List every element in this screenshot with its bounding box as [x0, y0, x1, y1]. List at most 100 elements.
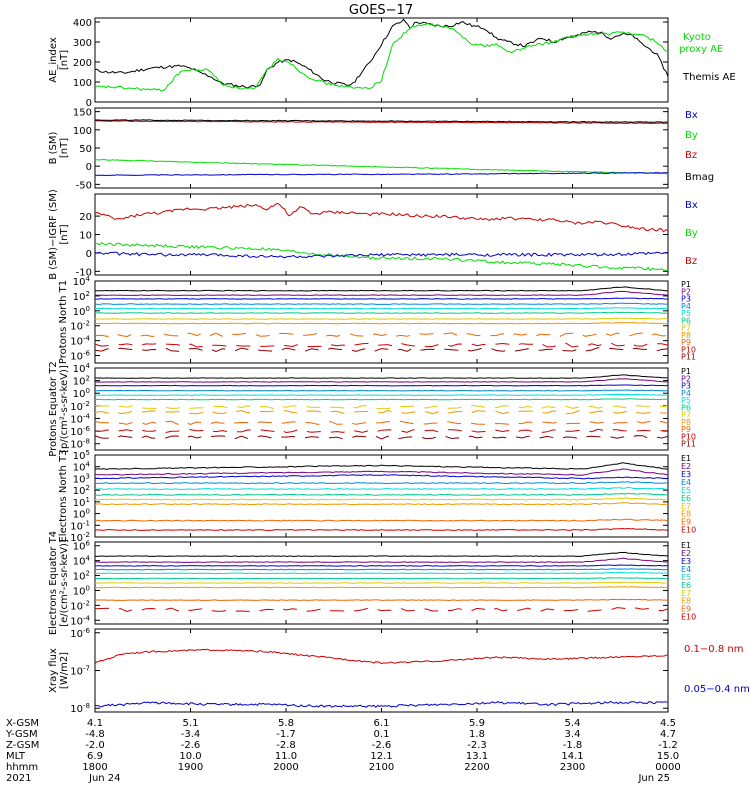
- electrons_t3-series-e9: [94, 518, 669, 522]
- ae-ytick-label: 400: [73, 18, 92, 29]
- protons_t2-legend-p1: P1: [681, 367, 691, 376]
- ephem-cell: 5.1: [183, 718, 199, 729]
- electrons_t3-ytick-label: 102: [73, 484, 90, 497]
- protons_t1-legend-p6: P6: [681, 316, 691, 325]
- protons_t1-series-p8: [94, 322, 669, 325]
- xray-series-short: [94, 700, 669, 709]
- xray-ylabel: Xray flux[W/m2]: [48, 648, 70, 693]
- electrons_t4-ytick-label: 100: [73, 584, 90, 597]
- ae-series-themis-ae: [94, 18, 669, 89]
- ephem-cell: 2200: [464, 762, 489, 773]
- protons_t1-series-p1: [94, 286, 669, 292]
- xray-series-long: [94, 648, 668, 665]
- ephem-cell: -1.2: [658, 740, 678, 751]
- electrons_t3-series-e7: [94, 497, 669, 501]
- bigrf-ylabel: B (SM)−IGRF (SM)[nT]: [48, 189, 70, 280]
- electrons_t4-ylabel: Electrons Equator T4[e/(cm²-s-sr-keV)]: [48, 531, 70, 635]
- ephem-cell: Jun 25: [637, 773, 670, 784]
- protons_t1-series-p3: [95, 297, 669, 300]
- ephem-cell: -1.8: [563, 740, 583, 751]
- ephem-cell: 1900: [178, 762, 203, 773]
- protons_t2-series-p9: [94, 420, 669, 425]
- electrons_t3-legend-e9: E9: [681, 518, 691, 527]
- electrons_t4-legend-e4: E4: [681, 565, 691, 574]
- ephem-cell: 0000: [655, 762, 680, 773]
- electrons_t3-series-e3: [94, 474, 668, 480]
- protons_t2-legend-p4: P4: [681, 389, 691, 398]
- ephem-cell: -2.0: [85, 740, 105, 751]
- electrons_t4-series-e7: [95, 581, 668, 584]
- bigrf-ytick-label: 10: [79, 231, 92, 242]
- bsm-ytick-label: 0: [86, 162, 92, 173]
- electrons_t3-legend-e1: E1: [681, 454, 691, 463]
- protons_t1-series-p5: [94, 307, 669, 310]
- electrons_t4-series-e8: [94, 586, 669, 589]
- bigrf-legend-by: By: [685, 228, 698, 239]
- electrons_t3-series-e8: [94, 502, 669, 506]
- electrons_t3-series-e2: [94, 468, 669, 476]
- protons_t1-series-p9: [94, 332, 669, 338]
- ephem-row-label: Z-GSM: [6, 740, 39, 751]
- protons_t2-ylabel: Protons Equator T2[p/(cm²-s-sr-keV)]: [48, 361, 70, 457]
- xray-legend-short: 0.05−0.4 nm: [684, 684, 750, 695]
- protons_t1-frame: [94, 280, 669, 364]
- xray-ytick-label: 10-8: [70, 702, 90, 715]
- electrons_t4-ytick-label: 104: [73, 555, 91, 568]
- ephem-cell: 13.1: [466, 751, 488, 762]
- protons_t2-series-p4: [95, 389, 669, 392]
- plot-title: GOES−17: [349, 3, 413, 18]
- bsm-panel: -50 0 50 100 150 B (SM)[nT] Bx By Bz Bmag: [48, 107, 714, 191]
- electrons_t4-legend-e6: E6: [681, 581, 691, 590]
- protons_t1-legend-p7: P7: [681, 324, 691, 333]
- electrons_t4-series-e3: [94, 564, 669, 567]
- ephem-cell: 5.9: [469, 718, 485, 729]
- ephem-row-label: X-GSM: [6, 718, 39, 729]
- bsm-ytick-label: 150: [73, 108, 92, 119]
- ephem-cell: -2.3: [467, 740, 487, 751]
- protons_t2-series-p1: [94, 374, 669, 379]
- ae-series-kyoto-proxy-ae: [94, 22, 669, 92]
- ephem-cell: 2100: [369, 762, 394, 773]
- electrons_t4-legend-e7: E7: [681, 589, 691, 598]
- bsm-series-by: [95, 159, 669, 175]
- protons_t2-ytick-label: 104: [73, 362, 91, 375]
- protons_t2-series-p10: [94, 428, 669, 434]
- ephem-cell: 2000: [273, 762, 298, 773]
- protons_t1-series-p11: [94, 347, 669, 352]
- ephem-cell: 4.1: [87, 718, 103, 729]
- electrons_t4-ytick-label: 106: [73, 540, 91, 553]
- electrons_t3-legend-e6: E6: [681, 494, 691, 503]
- protons_t2-legend-p2: P2: [681, 374, 691, 383]
- bigrf-series-bx: [94, 251, 668, 259]
- electrons_t4-series-e6: [94, 577, 669, 580]
- ephem-cell: -1.7: [276, 729, 296, 740]
- electrons_t4-series-e5: [94, 571, 668, 575]
- protons_t2-legend-p11: P11: [681, 440, 696, 449]
- electrons_t4-series-e4: [95, 568, 669, 571]
- ae-ylabel: AE_index[nT]: [48, 37, 70, 83]
- ephem-cell: 3.4: [565, 729, 581, 740]
- bsm-legend-bmag: Bmag: [685, 172, 714, 183]
- xray-legend-long: 0.1−0.8 nm: [684, 644, 743, 655]
- ephem-cell: 10.0: [179, 751, 201, 762]
- protons_t1-legend-p8: P8: [681, 331, 691, 340]
- electrons_t4-legend-e9: E9: [681, 605, 691, 614]
- protons_t1-legend-p10: P10: [681, 345, 696, 354]
- ephem-cell: -4.8: [85, 729, 105, 740]
- protons_t1-legend-p11: P11: [681, 353, 696, 362]
- electrons_t4-series-e10: [94, 607, 669, 613]
- electrons_t3-ytick-label: 105: [73, 449, 90, 462]
- ephem-cell: -2.8: [276, 740, 296, 751]
- bigrf-panel: -10 0 10 20 B (SM)−IGRF (SM)[nT] Bx By Bz: [48, 189, 698, 280]
- protons_t2-legend-p9: P9: [681, 425, 691, 434]
- electrons_t3-legend-e7: E7: [681, 502, 691, 511]
- protons_t2-ytick-label: 10-6: [70, 425, 90, 438]
- ae-ytick-label: 200: [73, 58, 92, 69]
- bsm-series-bmag: [94, 119, 669, 123]
- ephem-row-label: MLT: [6, 751, 26, 762]
- ae-legend-kyoto: proxy AE: [679, 44, 723, 55]
